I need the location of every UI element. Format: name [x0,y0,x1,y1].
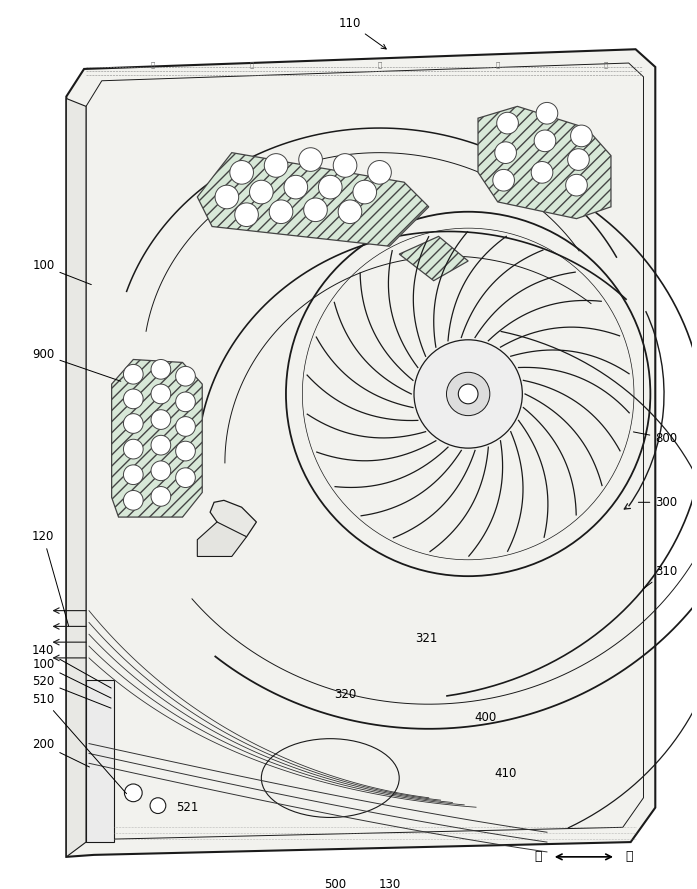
Text: 100: 100 [32,260,91,284]
Text: 321: 321 [415,632,438,645]
Text: 520: 520 [32,675,111,709]
Circle shape [338,200,362,223]
Text: 521: 521 [176,801,199,814]
Circle shape [123,364,143,384]
Text: 面: 面 [250,61,254,68]
Text: 300: 300 [638,496,677,509]
Circle shape [299,148,323,172]
Circle shape [151,436,171,455]
Polygon shape [197,522,247,557]
Circle shape [230,161,254,184]
Circle shape [304,198,328,221]
Polygon shape [66,49,655,857]
Polygon shape [399,236,468,281]
Circle shape [235,203,259,227]
Circle shape [447,372,490,416]
Circle shape [368,161,391,184]
Circle shape [176,366,195,386]
Circle shape [459,384,478,404]
Circle shape [151,486,171,506]
Polygon shape [66,99,86,857]
Circle shape [176,417,195,436]
Text: 200: 200 [32,738,89,767]
Circle shape [269,200,293,223]
Text: 110: 110 [339,17,386,49]
Text: 140: 140 [32,644,112,688]
Text: 500: 500 [324,878,346,889]
Text: 面: 面 [151,61,155,68]
Text: 400: 400 [475,710,497,724]
Circle shape [497,112,519,134]
Text: 310: 310 [643,565,677,589]
Circle shape [125,784,142,802]
Circle shape [534,130,556,152]
Text: 900: 900 [32,348,121,381]
Polygon shape [210,501,256,537]
Polygon shape [86,679,114,842]
Circle shape [353,180,376,204]
Circle shape [215,185,238,209]
Circle shape [176,392,195,412]
Circle shape [151,410,171,429]
Circle shape [319,175,342,199]
Polygon shape [112,359,202,517]
Circle shape [536,102,558,124]
Text: 510: 510 [32,693,127,794]
Circle shape [571,125,592,147]
Text: 面: 面 [604,61,608,68]
Circle shape [123,413,143,433]
Text: 100: 100 [32,658,111,698]
Polygon shape [197,153,429,246]
Text: 面: 面 [496,61,500,68]
Text: 320: 320 [334,688,356,701]
Text: 面: 面 [377,61,382,68]
Circle shape [264,154,288,177]
Circle shape [495,142,516,164]
Circle shape [176,468,195,487]
Circle shape [333,154,357,177]
Text: 410: 410 [494,766,516,780]
Text: 130: 130 [378,878,401,889]
Circle shape [284,175,307,199]
Circle shape [567,148,589,171]
Circle shape [493,170,514,191]
Circle shape [123,465,143,485]
Circle shape [151,461,171,481]
Text: 前: 前 [535,851,542,863]
Circle shape [176,441,195,461]
Circle shape [151,359,171,380]
Circle shape [566,174,588,196]
Circle shape [150,797,166,813]
Polygon shape [478,107,611,219]
Circle shape [414,340,522,448]
Circle shape [531,162,553,183]
Circle shape [123,439,143,459]
Text: 120: 120 [32,530,68,626]
Text: 后: 后 [626,851,634,863]
Circle shape [123,491,143,510]
Circle shape [250,180,273,204]
Text: 800: 800 [634,432,677,444]
Circle shape [123,389,143,409]
Circle shape [151,384,171,404]
